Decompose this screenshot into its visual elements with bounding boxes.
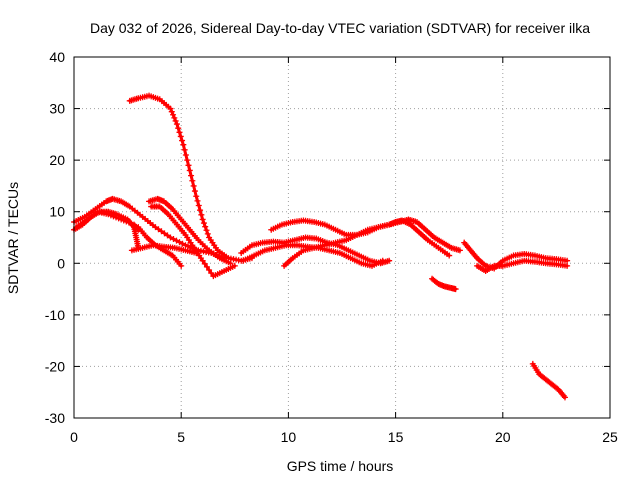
data-point — [206, 266, 213, 273]
data-point — [564, 257, 571, 264]
y-tick-label: 0 — [57, 255, 65, 271]
data-point — [188, 172, 195, 179]
data-point — [176, 239, 183, 246]
data-point — [173, 237, 180, 244]
y-tick-label: -20 — [45, 358, 65, 374]
data-point — [170, 111, 177, 118]
data-point — [386, 257, 393, 264]
data-point — [152, 224, 159, 231]
data-point — [177, 133, 184, 140]
data-point — [190, 182, 197, 189]
data-point — [199, 216, 206, 223]
data-point — [231, 262, 238, 269]
y-tick-label: -30 — [45, 410, 65, 426]
data-point — [164, 232, 171, 239]
data-point — [189, 177, 196, 184]
data-point — [191, 188, 198, 195]
data-point — [158, 228, 165, 235]
y-tick-label: 30 — [49, 101, 65, 117]
grid — [74, 57, 610, 418]
series-arc-b — [71, 195, 228, 262]
data-point — [203, 227, 210, 234]
data-point — [197, 207, 204, 214]
series-arc-o — [474, 257, 571, 275]
series-line — [149, 205, 237, 278]
series-arc-l — [281, 217, 453, 269]
data-point — [175, 125, 182, 132]
data-point — [203, 263, 210, 270]
y-tick-label: 40 — [49, 49, 65, 65]
x-tick-label: 25 — [602, 429, 618, 445]
x-tick-label: 5 — [177, 429, 185, 445]
series-arc-i — [238, 234, 393, 267]
data-point — [208, 270, 215, 277]
data-point — [195, 202, 202, 209]
data-point — [168, 108, 175, 115]
data-point — [179, 137, 186, 144]
series-arc-e — [146, 195, 234, 267]
chart-title: Day 032 of 2026, Sidereal Day-to-day VTE… — [90, 20, 590, 36]
y-tick-label: 20 — [49, 152, 65, 168]
data-point — [194, 197, 201, 204]
x-tick-label: 20 — [495, 429, 511, 445]
series-arc-f — [148, 203, 238, 280]
data-point — [181, 146, 188, 153]
data-point — [171, 114, 178, 121]
data-point — [201, 260, 208, 267]
y-tick-label: -10 — [45, 307, 65, 323]
data-point — [178, 262, 185, 269]
data-point — [446, 252, 453, 259]
plot-frame — [73, 56, 611, 419]
y-tick-label: 10 — [49, 204, 65, 220]
data-point — [564, 262, 571, 269]
data-point — [561, 394, 568, 401]
data-point — [193, 193, 200, 200]
x-axis-label: GPS time / hours — [287, 458, 394, 474]
data-point — [452, 286, 459, 293]
data-point — [193, 249, 200, 256]
series-arc-m — [429, 275, 459, 293]
data-point — [204, 230, 211, 237]
data-point — [456, 247, 463, 254]
data-point — [379, 257, 386, 264]
data-point — [202, 223, 209, 230]
data-point — [198, 211, 205, 218]
data-point — [176, 129, 183, 136]
data-point — [185, 162, 192, 169]
x-tick-label: 10 — [281, 429, 297, 445]
x-tick-label: 15 — [388, 429, 404, 445]
data-point — [172, 117, 179, 124]
data-point — [184, 157, 191, 164]
data-point — [179, 240, 186, 247]
data-point — [167, 234, 174, 241]
data-point — [173, 121, 180, 128]
data-point — [167, 105, 174, 112]
axis-ticks: 0 5 10 15 20 25 -30 -20 -10 0 10 20 30 40 — [45, 49, 618, 445]
data-points — [71, 92, 571, 401]
data-point — [155, 226, 162, 233]
y-axis-label: SDTVAR / TECUs — [5, 182, 21, 294]
series-arc-h — [135, 224, 185, 269]
data-point — [182, 151, 189, 158]
data-point — [170, 236, 177, 243]
data-point — [186, 167, 193, 174]
data-point — [180, 141, 187, 148]
series-arc-p — [529, 360, 568, 401]
series-arc-n — [461, 239, 571, 272]
data-point — [161, 230, 168, 237]
data-point — [199, 257, 206, 264]
x-tick-label: 0 — [70, 429, 78, 445]
data-point — [200, 220, 207, 227]
